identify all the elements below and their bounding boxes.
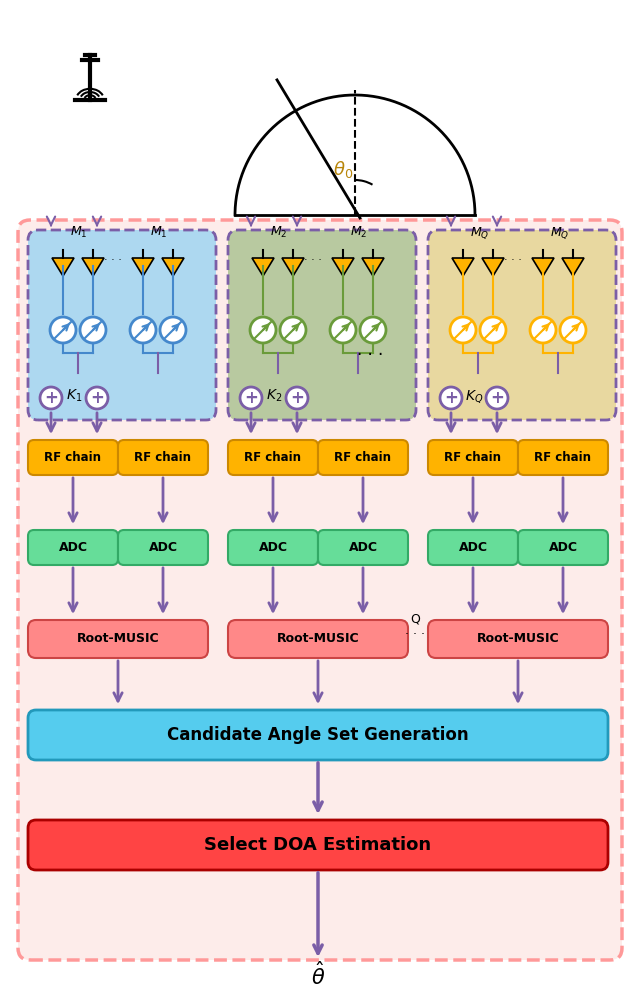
FancyBboxPatch shape xyxy=(518,440,608,475)
Circle shape xyxy=(80,317,106,343)
Text: RF chain: RF chain xyxy=(134,451,191,464)
Text: +: + xyxy=(44,389,58,407)
Polygon shape xyxy=(332,258,354,276)
Polygon shape xyxy=(482,258,504,276)
FancyBboxPatch shape xyxy=(318,440,408,475)
Text: $M_1$: $M_1$ xyxy=(150,225,168,241)
Text: Root-MUSIC: Root-MUSIC xyxy=(477,633,559,646)
Text: +: + xyxy=(444,389,458,407)
Circle shape xyxy=(50,317,76,343)
Text: $\hat{\theta}$: $\hat{\theta}$ xyxy=(311,961,325,989)
FancyBboxPatch shape xyxy=(228,620,408,658)
Text: Q
· · ·: Q · · · xyxy=(405,613,425,641)
Text: +: + xyxy=(244,389,258,407)
Text: RF chain: RF chain xyxy=(244,451,301,464)
Circle shape xyxy=(530,317,556,343)
Circle shape xyxy=(450,317,476,343)
Text: Select DOA Estimation: Select DOA Estimation xyxy=(204,836,431,854)
Text: Root-MUSIC: Root-MUSIC xyxy=(77,633,159,646)
Text: RF chain: RF chain xyxy=(45,451,102,464)
FancyBboxPatch shape xyxy=(428,620,608,658)
Text: ADC: ADC xyxy=(548,541,577,554)
FancyBboxPatch shape xyxy=(28,530,118,565)
Polygon shape xyxy=(362,258,384,276)
FancyBboxPatch shape xyxy=(428,230,616,420)
FancyBboxPatch shape xyxy=(118,440,208,475)
Text: ADC: ADC xyxy=(148,541,177,554)
Polygon shape xyxy=(52,258,74,276)
Circle shape xyxy=(40,387,62,409)
Text: RF chain: RF chain xyxy=(335,451,392,464)
Circle shape xyxy=(240,387,262,409)
FancyBboxPatch shape xyxy=(428,440,518,475)
Text: $M_Q$: $M_Q$ xyxy=(470,226,490,242)
Circle shape xyxy=(86,387,108,409)
Text: · · ·: · · · xyxy=(504,255,522,265)
Text: · · ·: · · · xyxy=(357,346,383,364)
FancyBboxPatch shape xyxy=(118,530,208,565)
Circle shape xyxy=(286,387,308,409)
FancyBboxPatch shape xyxy=(28,820,608,870)
Text: Root-MUSIC: Root-MUSIC xyxy=(276,633,359,646)
Text: · · ·: · · · xyxy=(304,255,322,265)
FancyBboxPatch shape xyxy=(228,440,318,475)
Text: $M_Q$: $M_Q$ xyxy=(550,226,570,242)
FancyBboxPatch shape xyxy=(28,620,208,658)
Text: ADC: ADC xyxy=(259,541,287,554)
FancyBboxPatch shape xyxy=(18,220,622,960)
Circle shape xyxy=(360,317,386,343)
Polygon shape xyxy=(562,258,584,276)
Text: $M_1$: $M_1$ xyxy=(70,225,88,241)
Text: ADC: ADC xyxy=(458,541,488,554)
Circle shape xyxy=(480,317,506,343)
Polygon shape xyxy=(452,258,474,276)
FancyBboxPatch shape xyxy=(228,230,416,420)
Circle shape xyxy=(330,317,356,343)
FancyBboxPatch shape xyxy=(518,530,608,565)
Circle shape xyxy=(440,387,462,409)
Polygon shape xyxy=(132,258,154,276)
FancyBboxPatch shape xyxy=(228,530,318,565)
FancyBboxPatch shape xyxy=(28,440,118,475)
Polygon shape xyxy=(532,258,554,276)
Text: Candidate Angle Set Generation: Candidate Angle Set Generation xyxy=(167,726,469,744)
FancyBboxPatch shape xyxy=(28,710,608,760)
Text: $K_Q$: $K_Q$ xyxy=(465,388,483,405)
Circle shape xyxy=(130,317,156,343)
Text: +: + xyxy=(490,389,504,407)
Circle shape xyxy=(486,387,508,409)
Text: ADC: ADC xyxy=(349,541,378,554)
FancyBboxPatch shape xyxy=(28,230,216,420)
Polygon shape xyxy=(82,258,104,276)
Circle shape xyxy=(160,317,186,343)
Text: · · ·: · · · xyxy=(104,255,122,265)
Text: $K_1$: $K_1$ xyxy=(66,388,82,404)
Polygon shape xyxy=(252,258,274,276)
Text: RF chain: RF chain xyxy=(445,451,502,464)
Polygon shape xyxy=(282,258,304,276)
Text: +: + xyxy=(90,389,104,407)
Text: $M_2$: $M_2$ xyxy=(270,225,287,241)
Circle shape xyxy=(560,317,586,343)
Text: $\theta_0$: $\theta_0$ xyxy=(333,159,353,180)
Text: +: + xyxy=(290,389,304,407)
Text: ADC: ADC xyxy=(58,541,88,554)
FancyBboxPatch shape xyxy=(318,530,408,565)
FancyBboxPatch shape xyxy=(428,530,518,565)
Circle shape xyxy=(250,317,276,343)
Polygon shape xyxy=(162,258,184,276)
Circle shape xyxy=(280,317,306,343)
Text: $K_2$: $K_2$ xyxy=(266,388,282,404)
Text: RF chain: RF chain xyxy=(534,451,591,464)
Text: $M_2$: $M_2$ xyxy=(350,225,367,241)
